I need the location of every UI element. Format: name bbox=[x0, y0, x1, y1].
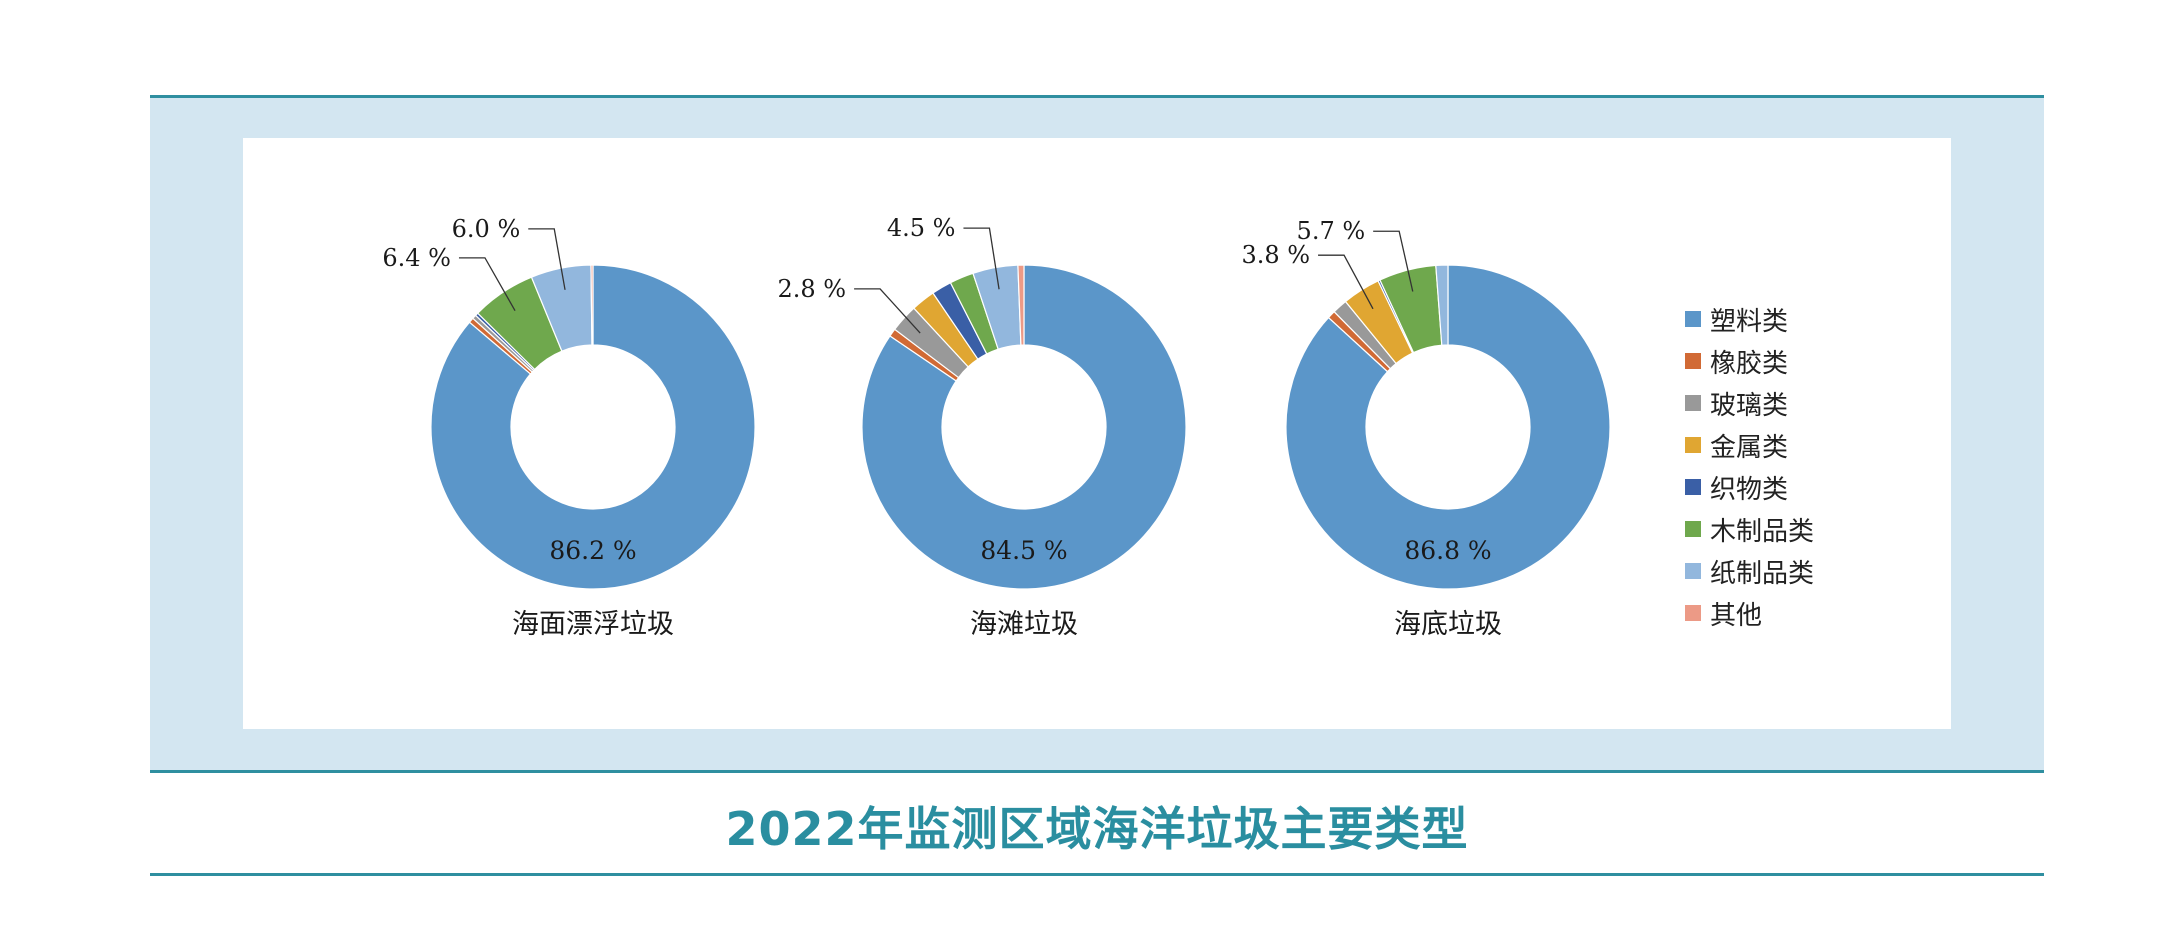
legend-item-7: 其他 bbox=[1685, 592, 1814, 634]
legend: 塑料类橡胶类玻璃类金属类织物类木制品类纸制品类其他 bbox=[1685, 298, 1814, 634]
chart-panel: 86.2 % 6.4 % 6.0 % 海面漂浮垃圾 84.5 % 2.8 % 4.5 % 海滩… bbox=[150, 98, 2044, 770]
legend-swatch bbox=[1685, 311, 1701, 327]
chart3-value-label-1: 3.8 % bbox=[1241, 241, 1310, 269]
chart3-value-label-main: 86.8 % bbox=[1404, 536, 1491, 565]
chart1-value-label-2: 6.0 % bbox=[452, 215, 521, 243]
legend-label: 塑料类 bbox=[1710, 306, 1789, 337]
middle-rule bbox=[150, 770, 2044, 773]
chart3-leader-1 bbox=[1318, 254, 1374, 310]
legend-label: 橡胶类 bbox=[1710, 348, 1789, 379]
legend-label: 其他 bbox=[1710, 600, 1763, 631]
figure-title: 2022年监测区域海洋垃圾主要类型 bbox=[725, 802, 1469, 856]
chart2-value-label-main: 84.5 % bbox=[980, 536, 1067, 565]
chart2-leader-2 bbox=[963, 227, 1000, 290]
legend-swatch bbox=[1685, 563, 1701, 579]
chart3-value-label-2: 5.7 % bbox=[1297, 217, 1366, 245]
chart3-leader-2 bbox=[1373, 230, 1414, 292]
legend-swatch bbox=[1685, 605, 1701, 621]
chart1-slice-7 bbox=[590, 264, 594, 346]
chart-area: 86.2 % 6.4 % 6.0 % 海面漂浮垃圾 84.5 % 2.8 % 4.5 % 海滩… bbox=[243, 138, 1951, 729]
legend-label: 金属类 bbox=[1710, 432, 1789, 463]
chart1-slice-0 bbox=[430, 264, 756, 590]
chart2-value-label-2: 4.5 % bbox=[887, 214, 956, 242]
chart1-value-label-main: 86.2 % bbox=[549, 536, 636, 565]
chart2-value-label-1: 2.8 % bbox=[777, 275, 846, 303]
legend-item-6: 纸制品类 bbox=[1685, 550, 1814, 592]
top-rule bbox=[150, 95, 2044, 98]
legend-item-5: 木制品类 bbox=[1685, 508, 1814, 550]
legend-swatch bbox=[1685, 521, 1701, 537]
legend-label: 木制品类 bbox=[1710, 516, 1815, 547]
chart1-leader-2 bbox=[528, 228, 566, 290]
legend-item-1: 橡胶类 bbox=[1685, 340, 1814, 382]
legend-item-4: 织物类 bbox=[1685, 466, 1814, 508]
chart3-title: 海底垃圾 bbox=[1394, 609, 1502, 640]
chart2-slice-0 bbox=[861, 264, 1187, 590]
legend-item-3: 金属类 bbox=[1685, 424, 1814, 466]
legend-swatch bbox=[1685, 395, 1701, 411]
chart3-slice-0 bbox=[1285, 264, 1611, 590]
chart1-value-label-1: 6.4 % bbox=[382, 244, 451, 272]
legend-label: 织物类 bbox=[1710, 474, 1789, 505]
bottom-rule bbox=[150, 873, 2044, 876]
legend-swatch bbox=[1685, 437, 1701, 453]
chart3-slice-6 bbox=[1435, 264, 1449, 346]
chart2-slice-7 bbox=[1017, 264, 1025, 346]
legend-item-2: 玻璃类 bbox=[1685, 382, 1814, 424]
legend-item-0: 塑料类 bbox=[1685, 298, 1814, 340]
legend-swatch bbox=[1685, 353, 1701, 369]
chart2-leader-1 bbox=[854, 288, 921, 334]
donut-charts: 86.2 % 6.4 %6.0 % 海面漂浮垃圾 84.5 % 2.8 % 4.5 % 海滩… bbox=[382, 214, 1611, 640]
chart1-title: 海面漂浮垃圾 bbox=[512, 609, 674, 640]
chart1-leader-1 bbox=[458, 257, 516, 312]
chart2-title: 海滩垃圾 bbox=[970, 609, 1078, 640]
legend-label: 纸制品类 bbox=[1710, 558, 1815, 589]
legend-label: 玻璃类 bbox=[1710, 390, 1789, 421]
legend-swatch bbox=[1685, 479, 1701, 495]
